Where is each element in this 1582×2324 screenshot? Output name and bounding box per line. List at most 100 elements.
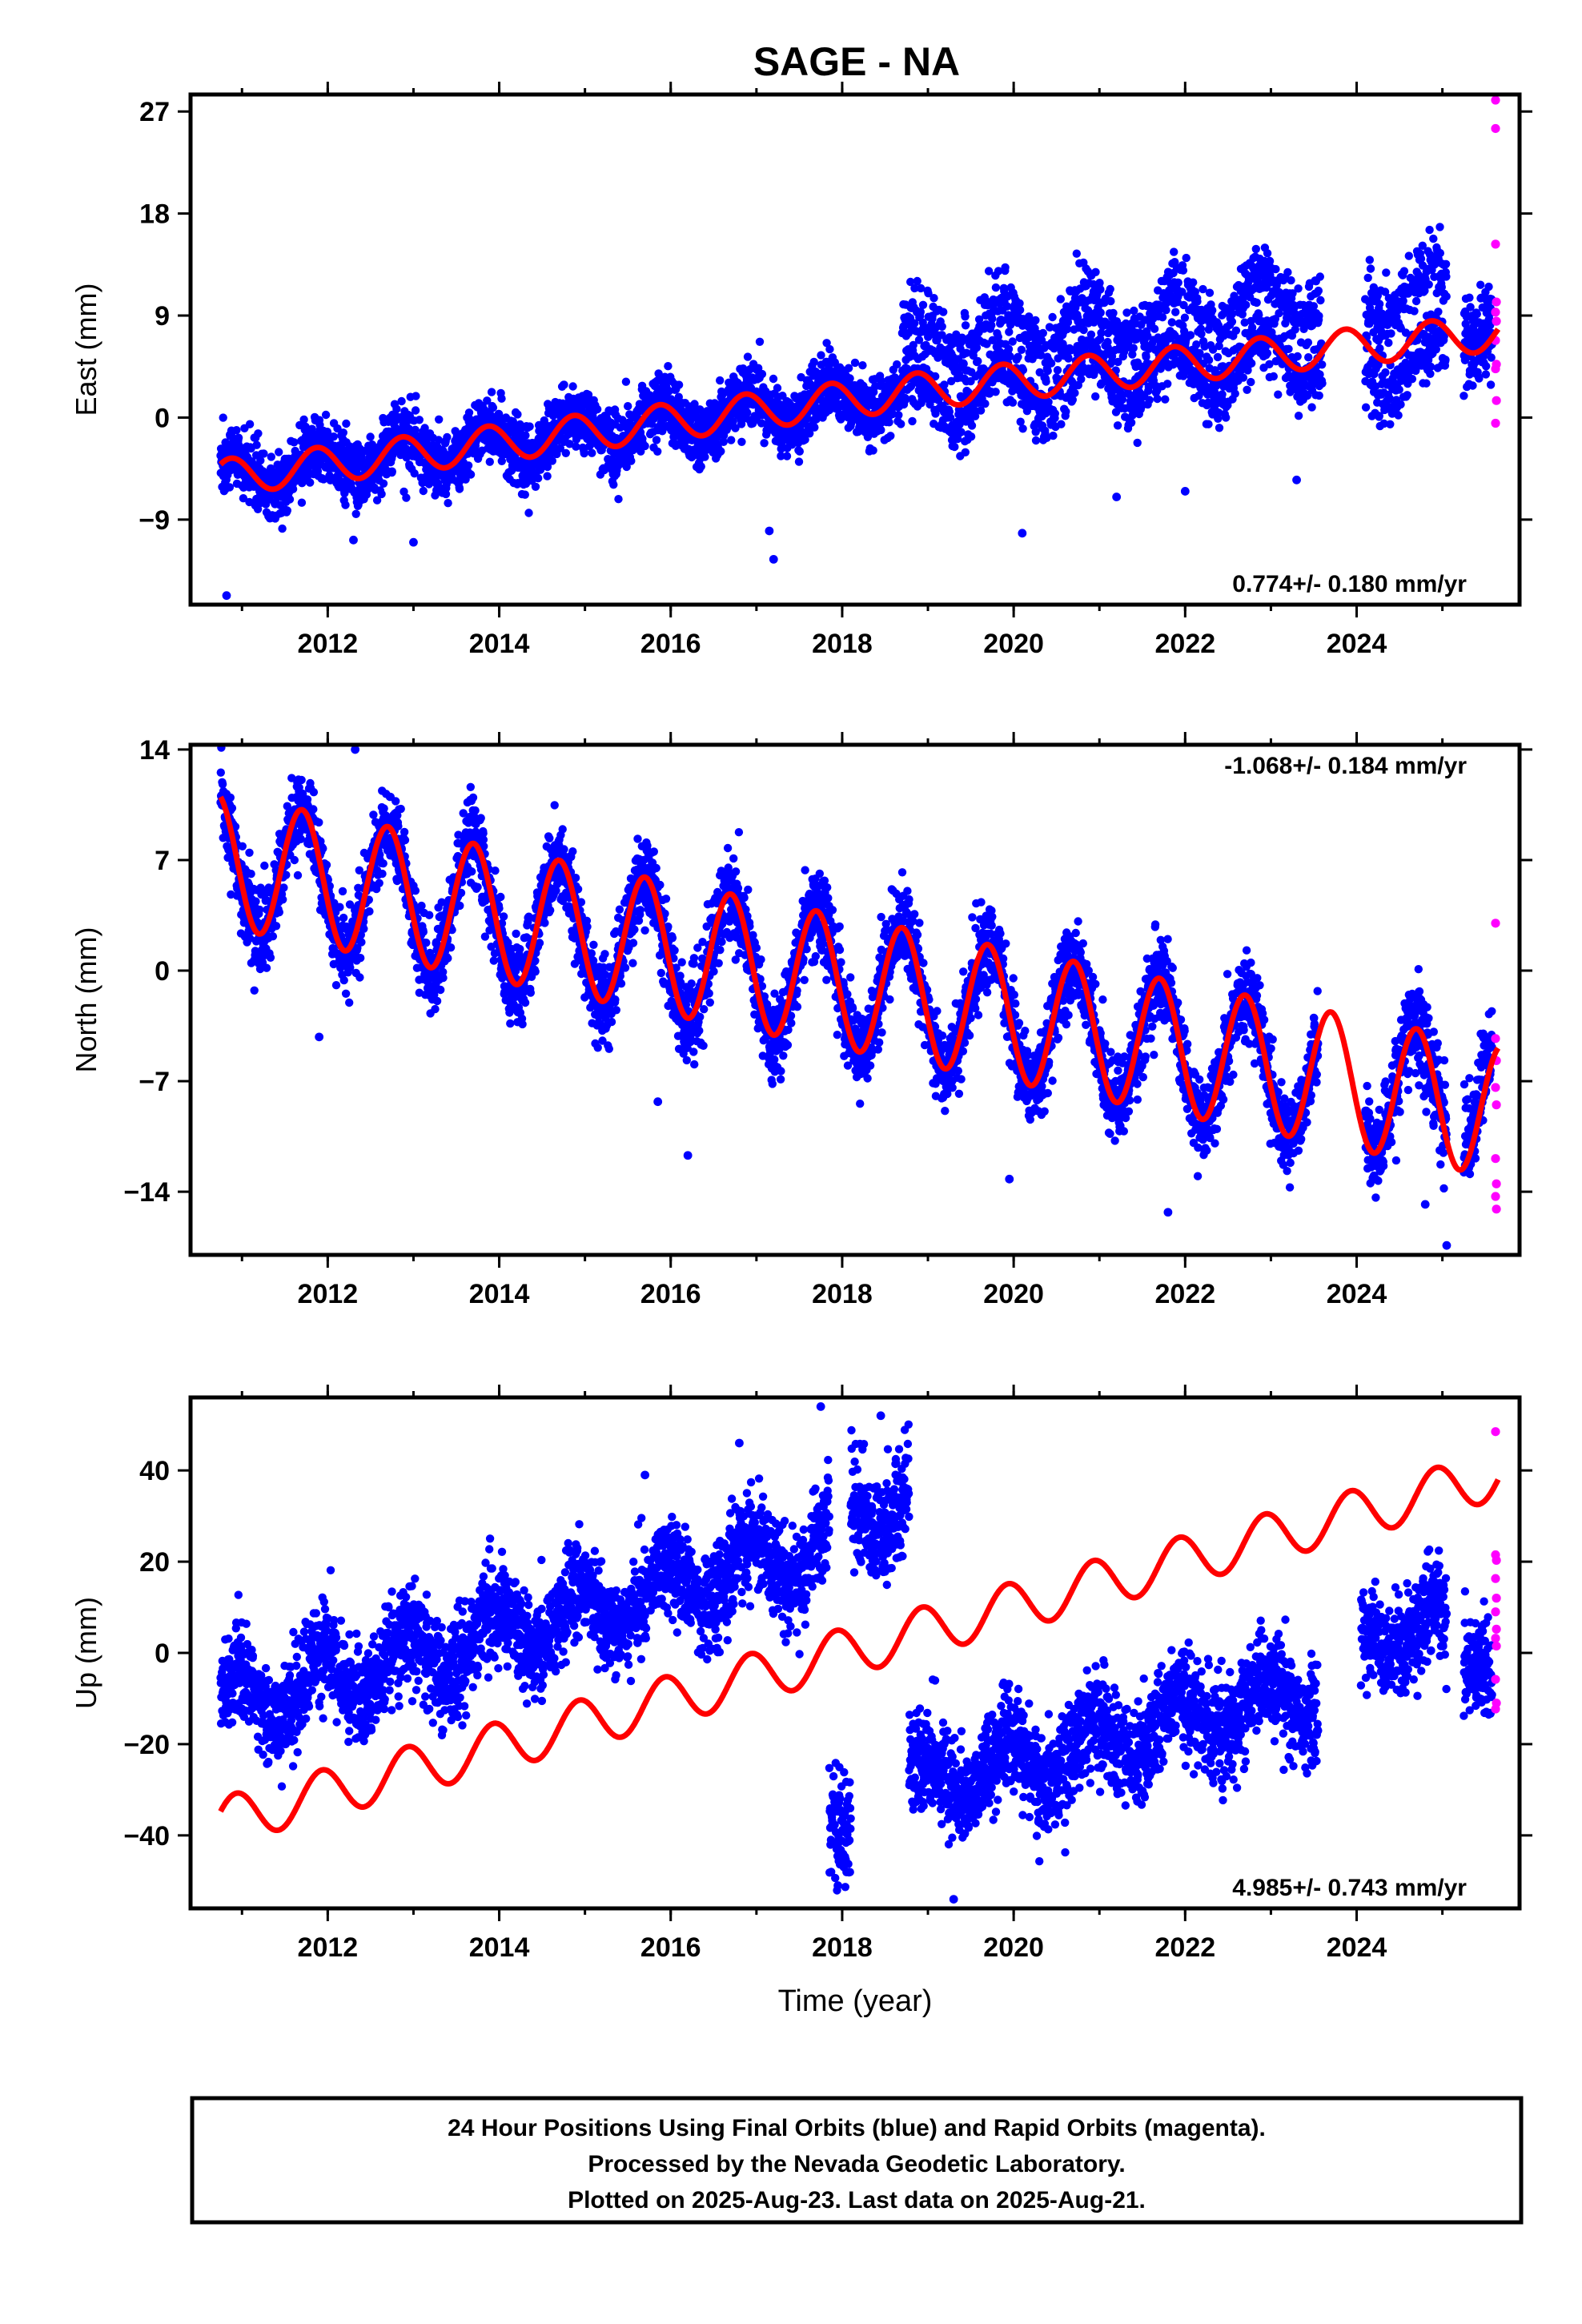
east-final-point <box>483 396 492 405</box>
east-final-point <box>1091 267 1100 276</box>
east-final-point <box>845 374 854 383</box>
east-final-point <box>1396 400 1405 409</box>
east-final-point <box>333 424 342 433</box>
east-final-point <box>513 410 522 419</box>
east-final-point <box>1247 359 1256 368</box>
east-final-point <box>495 409 504 419</box>
east-final-point <box>1204 420 1213 428</box>
east-final-point <box>1091 392 1100 401</box>
east-final-point <box>1133 438 1142 448</box>
east-final-point <box>1304 353 1313 362</box>
east-final-point <box>653 447 662 456</box>
east-final-point <box>1178 266 1188 275</box>
east-final-point <box>297 498 307 507</box>
east-final-point <box>817 351 825 360</box>
east-final-point <box>1014 352 1022 361</box>
east-final-point <box>1247 377 1255 387</box>
east-final-point <box>1252 298 1261 308</box>
east-final-point <box>1315 312 1323 320</box>
east-final-point <box>1407 375 1417 384</box>
east-final-point <box>1064 354 1073 363</box>
east-final-point <box>988 314 997 324</box>
east-final-point <box>1193 297 1202 306</box>
east-final-point <box>560 380 568 389</box>
east-final-point <box>548 456 556 465</box>
east-final-point <box>869 446 877 455</box>
east-final-point <box>1307 403 1316 412</box>
east-final-point <box>652 436 661 444</box>
east-final-point <box>525 422 534 431</box>
east-final-point <box>267 452 275 461</box>
east-final-point <box>1170 247 1178 256</box>
east-final-point <box>795 447 804 456</box>
east-final-point <box>1015 305 1025 315</box>
east-final-point <box>232 426 241 435</box>
east-final-point <box>1243 385 1251 394</box>
east-final-point <box>627 456 636 465</box>
east-final-point <box>913 276 921 286</box>
east-final-point <box>568 382 577 391</box>
east-final-point <box>773 384 782 392</box>
east-final-point <box>239 494 248 503</box>
east-final-point <box>716 376 725 385</box>
east-final-point <box>1231 389 1239 398</box>
east-final-point <box>592 404 602 414</box>
east-final-point <box>717 447 725 456</box>
east-final-point <box>950 442 959 452</box>
east-final-point <box>1283 267 1292 277</box>
chart-title: SAGE - NA <box>753 39 960 84</box>
east-final-point <box>974 356 982 366</box>
east-final-point <box>737 437 746 446</box>
east-final-point <box>1001 263 1010 272</box>
east-final-point <box>392 404 401 413</box>
east-final-point <box>1426 369 1435 378</box>
east-final-point <box>412 392 420 400</box>
east-final-point <box>415 416 424 424</box>
east-final-point <box>443 432 452 442</box>
east-final-point <box>1126 418 1136 427</box>
east-final-point <box>1096 308 1105 317</box>
east-final-point <box>1315 391 1323 400</box>
east-final-point <box>1031 436 1041 445</box>
east-final-point <box>727 436 736 444</box>
east-final-point <box>1303 338 1313 347</box>
east-final-point <box>1365 255 1375 264</box>
east-final-point <box>1050 409 1060 418</box>
east-final-orbits-points <box>216 223 1496 601</box>
east-final-point <box>464 461 473 470</box>
east-final-point <box>1315 272 1325 281</box>
east-final-point <box>1195 348 1204 358</box>
east-final-point <box>561 448 570 457</box>
east-final-point <box>245 420 255 428</box>
east-final-point <box>464 408 474 417</box>
east-final-point <box>580 448 588 458</box>
east-final-point <box>1242 300 1251 309</box>
east-final-point <box>1422 379 1431 388</box>
east-final-point <box>524 509 533 517</box>
east-final-point <box>275 448 283 456</box>
east-final-point <box>556 444 564 452</box>
east-final-point <box>234 433 243 442</box>
east-final-point <box>1384 338 1393 348</box>
east-final-point <box>253 505 263 513</box>
east-final-point <box>930 294 938 303</box>
east-final-point <box>664 362 673 371</box>
east-final-point <box>521 431 530 440</box>
east-final-point <box>1263 348 1272 358</box>
east-final-point <box>219 413 227 422</box>
east-final-point <box>288 485 298 493</box>
east-final-point <box>1204 356 1214 364</box>
east-final-point <box>1395 385 1403 394</box>
east-final-point <box>1070 388 1079 397</box>
east-final-point <box>278 524 287 533</box>
east-final-point <box>340 489 349 498</box>
east-final-point <box>420 424 429 432</box>
east-final-point <box>1129 344 1138 352</box>
east-final-point <box>1403 391 1411 400</box>
east-final-point <box>1197 329 1206 339</box>
east-final-point <box>697 462 705 471</box>
east-final-point <box>810 423 819 432</box>
east-final-point <box>640 441 649 451</box>
panel-east: 2012 2014 2016 2018 2020 2022 2024−9091827East… <box>70 82 1532 659</box>
east-final-point <box>760 439 769 448</box>
